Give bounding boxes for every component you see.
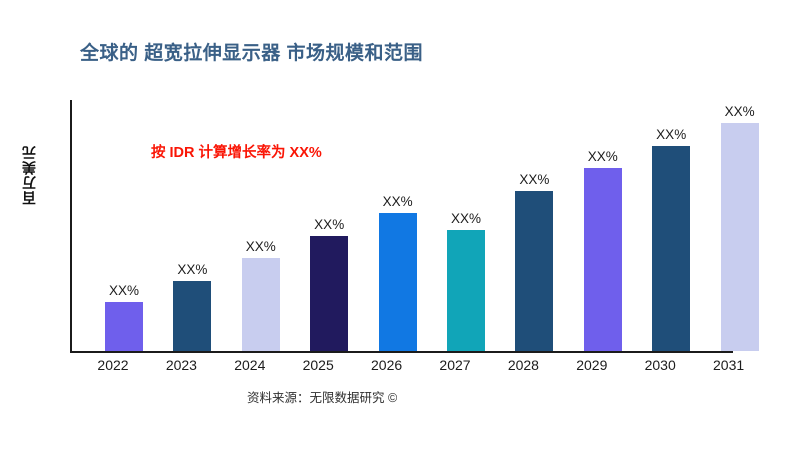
x-tick-2022: 2022 bbox=[97, 357, 129, 373]
bar-value-label-2026: XX% bbox=[382, 194, 413, 210]
x-tick-2023: 2023 bbox=[165, 357, 197, 373]
x-tick-2028: 2028 bbox=[507, 357, 539, 373]
bar-value-label-2022: XX% bbox=[108, 283, 140, 299]
bar-value-label-2029: XX% bbox=[587, 149, 618, 165]
bar-group-2027[interactable]: XX% bbox=[447, 95, 485, 353]
bar-2027[interactable] bbox=[447, 229, 485, 351]
bar-group-2023[interactable]: XX% bbox=[173, 95, 212, 353]
bar-value-label-2023: XX% bbox=[177, 261, 208, 277]
bar-group-2025[interactable]: XX% bbox=[310, 95, 349, 353]
bar-group-2030[interactable]: XX% bbox=[652, 95, 691, 353]
bar-2022[interactable] bbox=[105, 302, 143, 351]
bar-value-label-2031: XX% bbox=[724, 103, 755, 119]
bar-2029[interactable] bbox=[583, 168, 622, 351]
bar-group-2024[interactable]: XX% bbox=[241, 95, 280, 353]
growth-rate-annotation: 按 IDR 计算增长率为 XX% bbox=[151, 145, 322, 161]
bar-2024[interactable] bbox=[241, 257, 280, 351]
bar-2031[interactable] bbox=[720, 122, 759, 351]
x-tick-2026: 2026 bbox=[371, 357, 403, 373]
bar-2026[interactable] bbox=[378, 213, 417, 351]
y-axis-label: 百万美元 bbox=[21, 145, 37, 205]
bar-2028[interactable] bbox=[515, 191, 554, 351]
bar-group-2031[interactable]: XX% bbox=[720, 95, 759, 353]
plot-area: XX% XX% XX% XX% XX% XX% XX% XX% XX% XX% bbox=[70, 95, 786, 353]
bar-group-2022[interactable]: XX% bbox=[105, 95, 143, 353]
x-tick-2025: 2025 bbox=[302, 357, 334, 373]
bar-group-2026[interactable]: XX% bbox=[378, 95, 417, 353]
x-tick-2027: 2027 bbox=[439, 357, 471, 373]
y-axis-line bbox=[70, 100, 72, 352]
bar-value-label-2027: XX% bbox=[450, 210, 482, 226]
x-tick-2029: 2029 bbox=[576, 357, 608, 373]
x-tick-2024: 2024 bbox=[234, 357, 266, 373]
x-tick-2031: 2031 bbox=[713, 357, 745, 373]
bar-2023[interactable] bbox=[173, 280, 212, 351]
bar-2025[interactable] bbox=[310, 235, 349, 351]
bar-group-2028[interactable]: XX% bbox=[515, 95, 554, 353]
bar-2030[interactable] bbox=[652, 145, 691, 351]
bar-value-label-2025: XX% bbox=[314, 216, 345, 232]
x-axis-tick-labels: 2022 2023 2024 2025 2026 2027 2028 2029 2030 2031 bbox=[70, 357, 786, 379]
page-title: 全球的 超宽拉伸显示器 市场规模和范围 bbox=[80, 43, 424, 64]
bar-value-label-2028: XX% bbox=[519, 172, 550, 188]
bar-value-label-2030: XX% bbox=[656, 126, 687, 142]
x-axis-line bbox=[70, 351, 733, 353]
bar-group-2029[interactable]: XX% bbox=[583, 95, 622, 353]
x-tick-2030: 2030 bbox=[644, 357, 676, 373]
source-note: 资料来源：无限数据研究 © bbox=[247, 391, 398, 405]
bar-value-label-2024: XX% bbox=[245, 238, 276, 254]
